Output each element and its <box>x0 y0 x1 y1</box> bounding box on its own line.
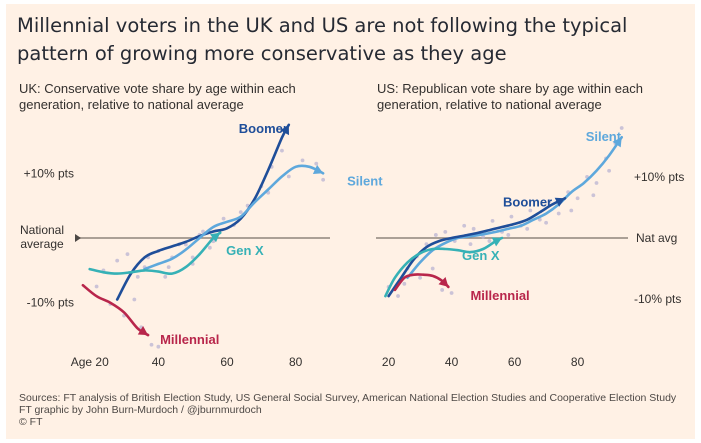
us-data-point-36 <box>569 208 574 213</box>
us-data-point-37 <box>591 193 596 198</box>
us-data-point-29 <box>449 291 454 295</box>
us-series-label-gen-x: Gen X <box>462 248 500 263</box>
us-data-point-8 <box>462 223 467 228</box>
uk-data-point-7 <box>115 258 120 263</box>
us-series-label-silent: Silent <box>586 129 622 144</box>
uk-data-point-26 <box>238 210 243 215</box>
uk-data-point-34 <box>163 274 168 279</box>
us-data-point-15 <box>528 208 533 213</box>
us-series-label-millennial: Millennial <box>470 288 529 303</box>
us-series-arrow-millennial <box>438 277 449 287</box>
uk-y-tick-label-10-pts: +10% pts <box>24 166 74 180</box>
us-data-point-20 <box>575 196 580 201</box>
uk-data-point-14 <box>190 255 195 260</box>
us-data-point-35 <box>544 220 548 225</box>
uk-panel-subtitle: UK: Conservative vote share by age withi… <box>19 81 296 112</box>
us-data-point-13 <box>509 214 514 219</box>
us-data-point-31 <box>468 242 473 247</box>
uk-series-arrow-silent <box>312 164 324 174</box>
uk-x-tick-label-age-20: Age 20 <box>71 355 109 369</box>
us-x-tick-label-40: 40 <box>445 355 459 369</box>
uk-data-point-0 <box>94 284 99 289</box>
uk-data-point-3 <box>132 297 137 302</box>
chart-headline: Millennial voters in the UK and US are n… <box>17 14 628 65</box>
us-data-point-5 <box>433 233 438 237</box>
uk-data-point-30 <box>314 161 319 166</box>
uk-series-arrow-gen-x <box>210 232 221 243</box>
uk-series-line-boomer <box>115 123 291 301</box>
us-data-point-34 <box>525 226 530 231</box>
graphic-credit: FT graphic by John Burn-Murdoch / @jburn… <box>19 404 262 416</box>
uk-y-tick-label-10-pts: -10% pts <box>27 296 74 310</box>
uk-data-point-6 <box>156 344 161 349</box>
uk-series-label-gen-x: Gen X <box>226 243 264 258</box>
uk-series-line-gen-x <box>88 231 222 276</box>
us-y-tick-label-10-pts: -10% pts <box>634 292 681 306</box>
us-reference-label: Nat avg <box>636 231 677 245</box>
uk-x-tick-label-40: 40 <box>152 355 166 369</box>
uk-reference-label-line-1: National <box>20 223 64 237</box>
us-y-tick-label-10-pts: +10% pts <box>634 170 684 184</box>
uk-data-point-15 <box>201 229 205 234</box>
copyright: © FT <box>19 416 43 428</box>
uk-data-point-12 <box>166 265 171 270</box>
uk-data-point-8 <box>125 252 130 257</box>
us-data-point-6 <box>443 229 448 234</box>
us-series-arrow-gen-x <box>491 237 502 247</box>
uk-series-arrow-millennial <box>137 326 149 336</box>
uk-data-point-28 <box>286 174 291 179</box>
us-data-point-25 <box>619 126 624 130</box>
us-data-point-26 <box>418 275 422 280</box>
uk-data-point-31 <box>321 177 326 182</box>
us-series-arrow-silent <box>612 137 622 148</box>
uk-reference-label-line-2: average <box>20 237 64 251</box>
us-x-tick-label-20: 20 <box>382 355 396 369</box>
us-data-point-30 <box>402 281 407 286</box>
uk-x-tick-label-60: 60 <box>220 355 234 369</box>
us-data-point-1 <box>396 294 400 298</box>
us-x-tick-label-60: 60 <box>508 355 522 369</box>
us-data-point-17 <box>547 199 552 204</box>
us-series-line-gen-x <box>384 236 504 298</box>
us-data-point-22 <box>594 181 599 185</box>
us-data-point-16 <box>537 217 542 222</box>
us-data-point-27 <box>430 266 435 271</box>
us-series-arrow-boomer <box>554 197 565 207</box>
uk-series-label-boomer: Boomer <box>239 121 288 136</box>
us-data-point-9 <box>471 226 476 231</box>
uk-series-label-millennial: Millennial <box>160 332 219 347</box>
us-data-point-33 <box>506 233 511 237</box>
uk-data-point-17 <box>221 216 226 221</box>
uk-data-point-29 <box>300 158 305 163</box>
us-panel-subtitle: US: Republican vote share by age within … <box>377 81 643 112</box>
us-series-line-silent <box>406 135 623 279</box>
uk-series-label-silent: Silent <box>347 173 383 188</box>
uk-data-point-36 <box>207 245 212 250</box>
uk-data-point-5 <box>149 342 154 347</box>
us-data-point-28 <box>440 288 445 292</box>
us-data-point-10 <box>481 234 485 239</box>
us-series-label-boomer: Boomer <box>503 194 552 209</box>
uk-series-line-millennial <box>81 283 150 337</box>
uk-data-point-9 <box>135 274 140 279</box>
us-data-point-32 <box>487 239 492 243</box>
chart-frame <box>6 4 695 439</box>
uk-series-line-silent <box>143 164 325 271</box>
uk-data-point-22 <box>280 148 284 153</box>
us-x-tick-label-80: 80 <box>571 355 585 369</box>
us-data-point-18 <box>556 211 561 216</box>
us-data-point-11 <box>490 218 495 223</box>
uk-series-arrow-boomer <box>280 124 289 136</box>
footer: Sources: FT analysis of British Election… <box>19 392 689 428</box>
uk-x-tick-label-80: 80 <box>289 355 303 369</box>
uk-reference-marker <box>75 234 81 242</box>
sources-note: Sources: FT analysis of British Election… <box>19 392 677 404</box>
us-data-point-38 <box>607 168 611 173</box>
